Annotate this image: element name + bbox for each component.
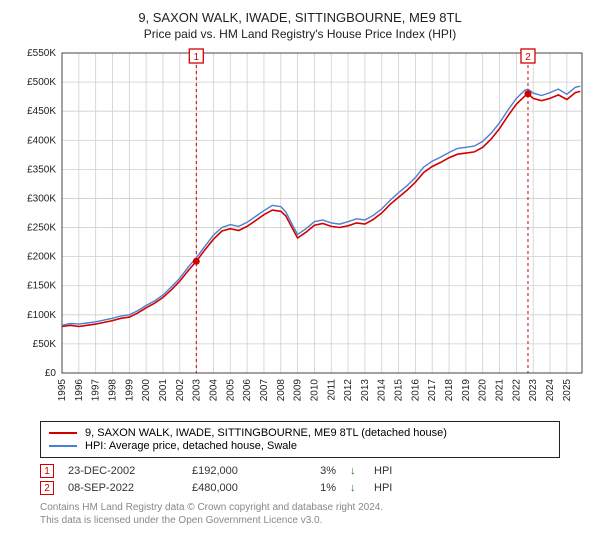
x-tick-label: 2020 [478, 379, 489, 402]
y-tick-label: £250K [27, 223, 56, 234]
sale-date: 23-DEC-2002 [68, 465, 178, 477]
sale-table: 1 23-DEC-2002 £192,000 3% ↓ HPI 2 08-SEP… [40, 464, 560, 495]
x-tick-label: 2011 [326, 379, 337, 401]
x-tick-label: 2004 [208, 379, 219, 402]
sale-marker-box: 1 [40, 464, 54, 478]
legend-label: 9, SAXON WALK, IWADE, SITTINGBOURNE, ME9… [85, 427, 447, 439]
chart-title-subtitle: Price paid vs. HM Land Registry's House … [10, 27, 590, 41]
footer-line2: This data is licensed under the Open Gov… [40, 514, 560, 527]
x-tick-label: 2025 [562, 379, 573, 402]
x-tick-label: 2006 [242, 379, 253, 402]
legend-item: HPI: Average price, detached house, Swal… [49, 440, 551, 452]
sale-marker-point [524, 90, 531, 97]
x-tick-label: 2009 [293, 379, 304, 402]
x-tick-label: 2014 [377, 379, 388, 402]
y-tick-label: £50K [33, 339, 57, 350]
y-tick-label: £550K [27, 48, 56, 59]
x-tick-label: 2002 [175, 379, 186, 402]
x-tick-label: 2023 [528, 379, 539, 402]
y-tick-label: £300K [27, 193, 56, 204]
sale-row: 2 08-SEP-2022 £480,000 1% ↓ HPI [40, 481, 560, 495]
sale-hpi: HPI [374, 482, 404, 494]
x-tick-label: 2008 [276, 379, 287, 402]
x-tick-label: 2015 [394, 379, 405, 402]
sale-row: 1 23-DEC-2002 £192,000 3% ↓ HPI [40, 464, 560, 478]
price-chart: £0 £50K £100K £150K £200K £250K £300K £350K £400… [10, 45, 590, 415]
x-tick-label: 1998 [107, 379, 118, 402]
footer-line1: Contains HM Land Registry data © Crown c… [40, 501, 560, 514]
legend-swatch [49, 445, 77, 447]
sale-hpi: HPI [374, 465, 404, 477]
x-tick-label: 2016 [410, 379, 421, 402]
legend-swatch [49, 432, 77, 434]
sale-date: 08-SEP-2022 [68, 482, 178, 494]
sale-marker-num: 2 [525, 52, 531, 63]
x-tick-label: 2003 [192, 379, 203, 402]
y-tick-label: £400K [27, 135, 56, 146]
down-arrow-icon: ↓ [350, 482, 360, 494]
x-tick-label: 2021 [495, 379, 506, 402]
y-tick-label: £200K [27, 252, 56, 263]
x-tick-label: 2024 [545, 379, 556, 402]
x-tick-label: 2019 [461, 379, 472, 402]
chart-container: £0 £50K £100K £150K £200K £250K £300K £350K £400… [10, 45, 590, 415]
legend: 9, SAXON WALK, IWADE, SITTINGBOURNE, ME9… [40, 421, 560, 458]
down-arrow-icon: ↓ [350, 465, 360, 477]
chart-title-address: 9, SAXON WALK, IWADE, SITTINGBOURNE, ME9… [10, 10, 590, 25]
y-tick-label: £100K [27, 310, 56, 321]
y-tick-label: £150K [27, 281, 56, 292]
series-price-paid [62, 91, 580, 326]
sale-marker-num: 1 [194, 52, 200, 63]
x-tick-label: 2012 [343, 379, 354, 402]
sale-marker-box: 2 [40, 481, 54, 495]
x-tick-label: 2007 [259, 379, 270, 402]
sale-price: £480,000 [192, 482, 282, 494]
sale-pct: 1% [296, 482, 336, 494]
y-tick-label: £0 [45, 368, 57, 379]
series-hpi [62, 86, 580, 325]
x-tick-label: 1997 [91, 379, 102, 402]
footer-attribution: Contains HM Land Registry data © Crown c… [40, 501, 560, 527]
y-tick-label: £450K [27, 106, 56, 117]
y-tick-label: £500K [27, 77, 56, 88]
sale-price: £192,000 [192, 465, 282, 477]
x-tick-label: 1995 [57, 379, 68, 402]
x-tick-label: 2017 [427, 379, 438, 402]
x-tick-label: 1996 [74, 379, 85, 402]
legend-item: 9, SAXON WALK, IWADE, SITTINGBOURNE, ME9… [49, 427, 551, 439]
sale-pct: 3% [296, 465, 336, 477]
x-tick-label: 1999 [124, 379, 135, 402]
x-tick-label: 2018 [444, 379, 455, 402]
x-tick-label: 2013 [360, 379, 371, 402]
x-tick-label: 2000 [141, 379, 152, 402]
x-tick-label: 2022 [511, 379, 522, 402]
y-tick-label: £350K [27, 164, 56, 175]
x-tick-label: 2005 [225, 379, 236, 402]
x-tick-label: 2001 [158, 379, 169, 402]
legend-label: HPI: Average price, detached house, Swal… [85, 440, 297, 452]
x-tick-label: 2010 [309, 379, 320, 402]
sale-marker-point [193, 258, 200, 265]
chart-title-block: 9, SAXON WALK, IWADE, SITTINGBOURNE, ME9… [10, 10, 590, 41]
